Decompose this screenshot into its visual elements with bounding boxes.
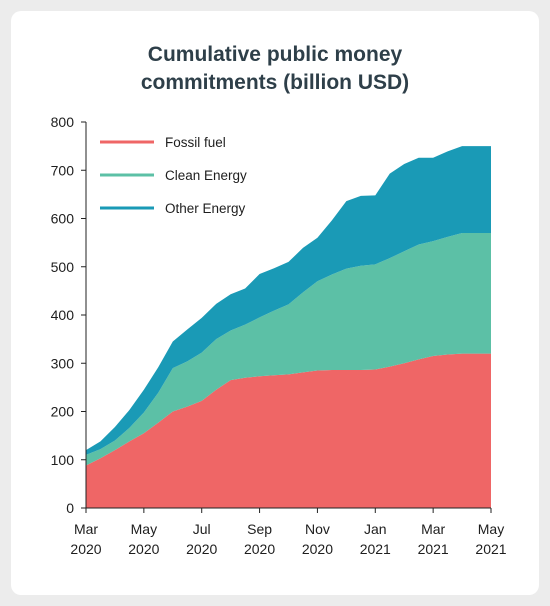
x-tick-label-year: 2020 — [244, 541, 275, 557]
y-tick-label: 500 — [51, 259, 75, 275]
y-tick-label: 600 — [51, 211, 75, 227]
chart-title-line-1: Cumulative public money — [147, 43, 403, 66]
x-tick-label-year: 2021 — [360, 541, 391, 557]
y-tick-label: 400 — [51, 307, 75, 323]
x-tick-label-month: Jan — [364, 521, 387, 537]
legend-label: Other Energy — [165, 201, 246, 216]
x-tick-label-year: 2020 — [128, 541, 159, 557]
x-tick-label-month: Sep — [247, 521, 272, 537]
x-tick-label-year: 2020 — [186, 541, 217, 557]
legend-label: Clean Energy — [165, 168, 247, 183]
y-tick-label: 200 — [51, 404, 75, 420]
area-fossil-fuel — [86, 353, 491, 508]
y-tick-label: 800 — [51, 114, 75, 130]
x-tick-label-month: Mar — [421, 521, 445, 537]
x-tick-label-year: 2021 — [475, 541, 506, 557]
x-tick-label-year: 2021 — [418, 541, 449, 557]
area-clean-energy — [86, 232, 491, 466]
chart-title: Cumulative public money commitments (bil… — [11, 41, 539, 97]
y-tick-label: 100 — [51, 452, 75, 468]
y-tick-label: 300 — [51, 355, 75, 371]
legend-label: Fossil fuel — [165, 135, 226, 150]
x-tick-label-month: May — [478, 521, 504, 537]
y-tick-label: 700 — [51, 162, 75, 178]
x-tick-label-year: 2020 — [70, 541, 101, 557]
chart-title-line-2: commitments (billion USD) — [140, 71, 410, 94]
x-tick-label-month: Jul — [193, 521, 211, 537]
area-other-energy — [86, 146, 491, 455]
x-tick-label-month: Mar — [74, 521, 98, 537]
y-tick-label: 0 — [66, 500, 74, 516]
x-tick-label-month: May — [131, 521, 157, 537]
x-tick-label-month: Nov — [305, 521, 330, 537]
x-tick-label-year: 2020 — [302, 541, 333, 557]
